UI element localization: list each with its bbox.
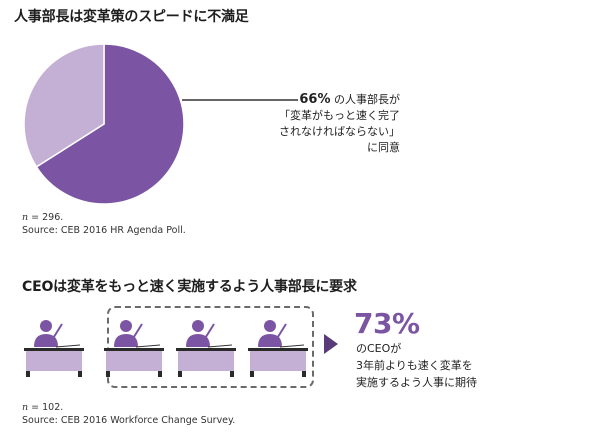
pie-n-label: n [22, 212, 29, 223]
pie-annotation-line1-text: の人事部長が [330, 93, 400, 106]
pie-leader-line [182, 99, 298, 101]
person-at-desk-icon [248, 320, 308, 377]
pictograph-n-label: n [22, 402, 29, 413]
highlight-dashed-box [107, 306, 314, 388]
ceo-annotation: のCEOが 3年前よりも速く変革を 実施するよう人事に期待 [356, 340, 477, 391]
pie-percent: 66% [299, 92, 331, 107]
pie-chart [23, 43, 185, 205]
pie-annotation-line4: に同意 [367, 141, 400, 154]
person-at-desk-icon [176, 320, 236, 377]
pictograph-section-title: CEOは変革をもっと速く実施するよう人事部長に要求 [22, 279, 357, 295]
pie-annotation-line2: 「変革がもっと速く完了 [279, 109, 400, 122]
pie-annotation-line3: されなければならない」 [279, 125, 400, 138]
pie-slice-1 [35, 43, 185, 205]
pie-n-value: = 296. [28, 212, 64, 223]
pie-sample-size: n = 296. [22, 211, 186, 224]
pie-note: n = 296. Source: CEB 2016 HR Agenda Poll… [22, 211, 186, 237]
pictograph-n-value: = 102. [28, 402, 64, 413]
pie-annotation: 66% の人事部長が 「変革がもっと速く完了 されなければならない」 に同意 [270, 92, 400, 156]
pie-slice-2 [23, 43, 105, 168]
ceo-annotation-line3: 実施するよう人事に期待 [356, 376, 477, 389]
ceo-annotation-line1: のCEOが [356, 342, 402, 355]
person-at-desk-icon [24, 320, 84, 377]
pie-annotation-line1: 66% の人事部長が [270, 92, 400, 108]
ceo-percent: 73% [354, 307, 420, 340]
pie-section-title: 人事部長は変革策のスピードに不満足 [14, 9, 249, 25]
pie-source: Source: CEB 2016 HR Agenda Poll. [22, 225, 186, 236]
person-at-desk-icon [104, 320, 164, 377]
pictograph-source: Source: CEB 2016 Workforce Change Survey… [22, 415, 236, 426]
arrow-right-icon [324, 334, 338, 354]
ceo-annotation-line2: 3年前よりも速く変革を [356, 359, 473, 372]
pictograph-sample-size: n = 102. [22, 401, 235, 414]
pictograph-note: n = 102. Source: CEB 2016 Workforce Chan… [22, 401, 235, 427]
